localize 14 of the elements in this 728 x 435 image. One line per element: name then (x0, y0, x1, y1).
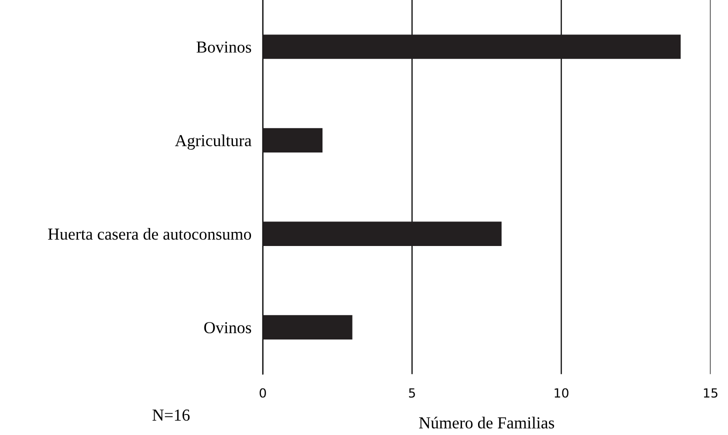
x-tick-label: 15 (704, 388, 718, 398)
y-tick-label: Huerta casera de autoconsumo (48, 228, 252, 240)
bar (262, 222, 502, 246)
y-tick-label: Bovinos (196, 42, 252, 53)
bar (262, 315, 352, 340)
bar (262, 34, 681, 59)
y-tick-label: Agricultura (175, 134, 252, 150)
text: N=16 (152, 410, 190, 421)
y-tick-label: Ovinos (204, 322, 252, 334)
x-tick-label: 5 (409, 388, 415, 398)
x-tick-label: 10 (554, 388, 568, 398)
x-axis-title: Número de Familias (419, 416, 554, 428)
x-tick-label: 0 (260, 388, 266, 398)
bar (262, 128, 323, 152)
